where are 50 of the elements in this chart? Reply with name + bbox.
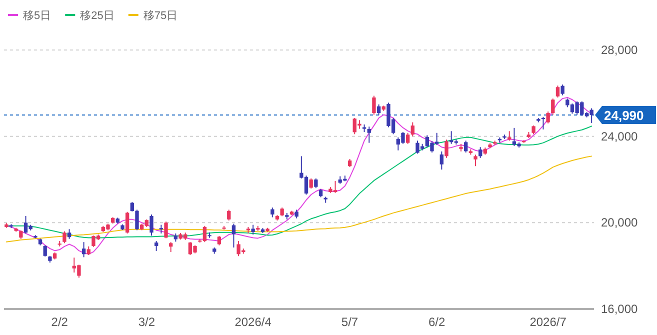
y-tick-label: 28,000 bbox=[601, 43, 638, 57]
candlestick bbox=[154, 240, 158, 252]
legend-label: 移75日 bbox=[143, 10, 178, 22]
candlestick bbox=[546, 111, 550, 124]
legend-label: 移25日 bbox=[80, 10, 114, 22]
candlestick bbox=[508, 130, 512, 142]
candlestick bbox=[367, 126, 371, 144]
candlestick bbox=[440, 150, 444, 170]
candlestick bbox=[82, 242, 86, 258]
candlestick bbox=[478, 146, 482, 158]
candlestick bbox=[169, 242, 173, 253]
candlestick bbox=[125, 211, 130, 234]
candlestick bbox=[217, 236, 222, 246]
candlestick bbox=[270, 207, 274, 218]
ref-line-label: 24,990 bbox=[604, 108, 644, 123]
line-series bbox=[6, 156, 592, 242]
x-tick-label: 3/2 bbox=[138, 315, 156, 329]
legend-label: 移5日 bbox=[23, 10, 52, 22]
candlestick bbox=[314, 178, 318, 189]
x-tick-label: 2026/7 bbox=[530, 315, 567, 329]
candlestick bbox=[62, 230, 66, 244]
candlestick bbox=[135, 209, 139, 231]
candlestick bbox=[376, 104, 381, 116]
y-tick-label: 24,000 bbox=[601, 129, 638, 144]
candlestick bbox=[150, 214, 154, 236]
candlestick bbox=[464, 140, 468, 154]
candlestick bbox=[372, 95, 376, 116]
candlestick bbox=[43, 244, 47, 258]
candlestick bbox=[556, 85, 560, 98]
candlestick bbox=[474, 154, 478, 167]
x-tick-label: 6/2 bbox=[428, 315, 446, 329]
candlestick bbox=[67, 228, 72, 240]
candlestick bbox=[130, 201, 134, 212]
candlestick bbox=[551, 98, 555, 116]
x-tick-label: 2026/4 bbox=[234, 315, 272, 329]
y-tick-label: 20,000 bbox=[601, 216, 638, 230]
line-series bbox=[6, 126, 592, 238]
candlestick bbox=[410, 122, 414, 137]
x-tick-label: 5/7 bbox=[341, 315, 358, 329]
candlestick bbox=[227, 209, 231, 222]
candlestick bbox=[251, 224, 255, 236]
candlestick bbox=[444, 139, 448, 158]
line-series bbox=[6, 96, 592, 255]
candlestick bbox=[406, 132, 410, 144]
candlestick bbox=[164, 221, 168, 239]
candlestick bbox=[560, 84, 564, 96]
candlestick bbox=[232, 223, 236, 248]
y-tick-label: 16,000 bbox=[601, 302, 638, 316]
candlestick bbox=[309, 178, 313, 190]
x-tick-label: 2/2 bbox=[51, 315, 68, 329]
